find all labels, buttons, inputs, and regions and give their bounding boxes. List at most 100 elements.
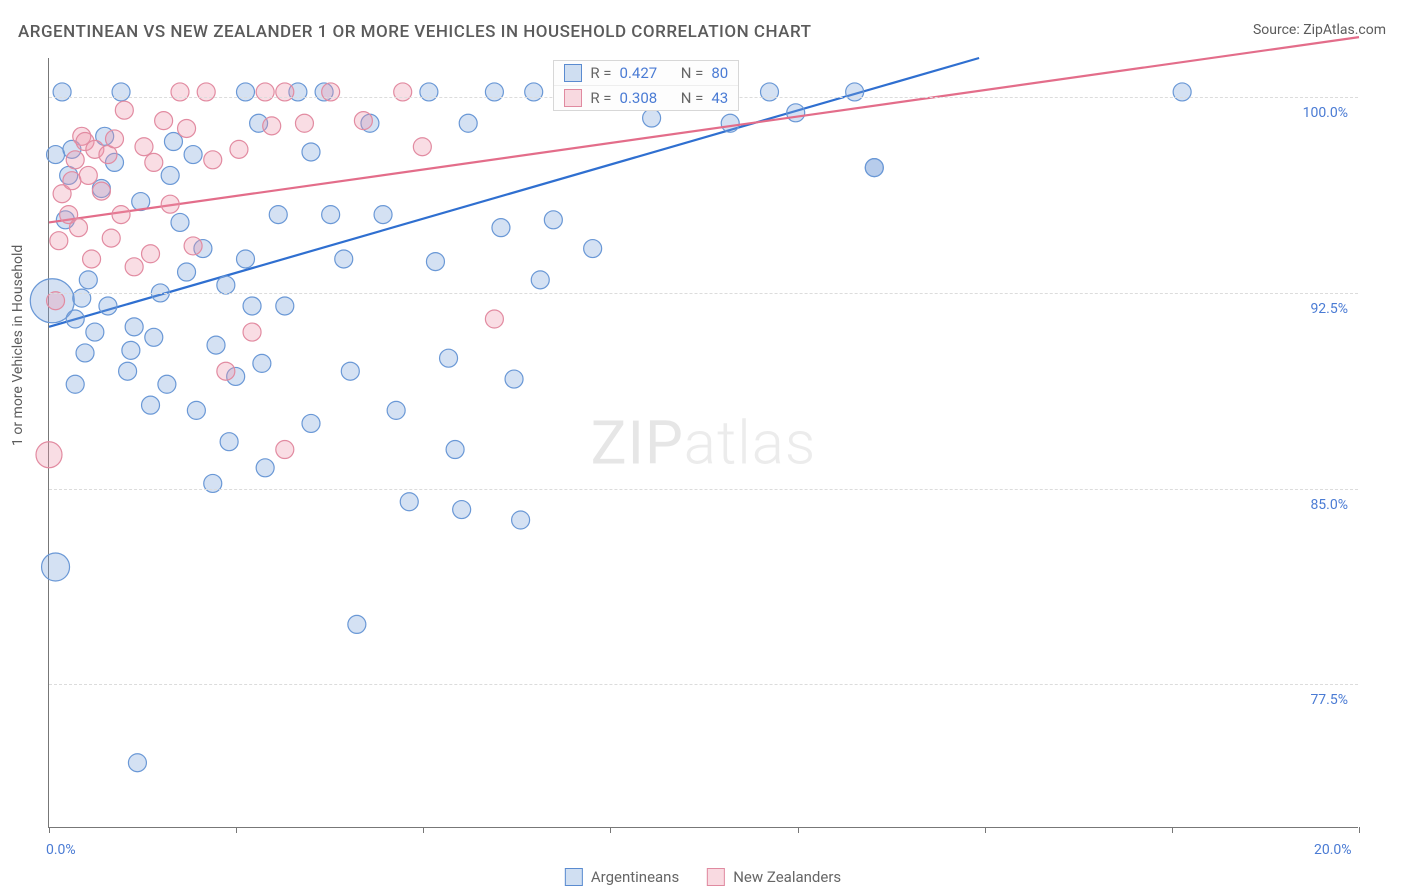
scatter-point: [453, 501, 471, 519]
scatter-point: [335, 250, 353, 268]
scatter-point: [187, 401, 205, 419]
scatter-point: [420, 83, 438, 101]
scatter-point: [1173, 83, 1191, 101]
scatter-point: [92, 182, 110, 200]
scatter-point: [531, 271, 549, 289]
scatter-point: [237, 250, 255, 268]
legend-label: New Zealanders: [733, 868, 841, 886]
scatter-point: [47, 292, 65, 310]
y-axis-label: 1 or more Vehicles in Household: [10, 245, 26, 446]
scatter-point: [128, 754, 146, 772]
scatter-point: [426, 253, 444, 271]
scatter-point: [122, 341, 140, 359]
scatter-point: [374, 206, 392, 224]
chart-svg: [49, 58, 1358, 827]
scatter-point: [79, 166, 97, 184]
scatter-point: [112, 83, 130, 101]
legend-row: R =0.308 N =43: [554, 85, 738, 110]
scatter-point: [178, 263, 196, 281]
scatter-point: [544, 211, 562, 229]
chart-title: ARGENTINEAN VS NEW ZEALANDER 1 OR MORE V…: [18, 22, 811, 42]
legend-swatch: [707, 868, 725, 886]
scatter-point: [161, 166, 179, 184]
scatter-point: [413, 138, 431, 156]
legend-r-value: 0.308: [620, 89, 658, 107]
y-tick-label: 92.5%: [1310, 301, 1348, 317]
gridline: [49, 293, 1358, 294]
x-tick-mark: [985, 827, 986, 833]
trend-line: [49, 58, 979, 327]
scatter-point: [269, 206, 287, 224]
scatter-point: [276, 83, 294, 101]
scatter-point: [263, 117, 281, 135]
scatter-point: [142, 245, 160, 263]
scatter-point: [787, 104, 805, 122]
gridline: [49, 489, 1358, 490]
scatter-point: [387, 401, 405, 419]
y-tick-label: 85.0%: [1310, 497, 1348, 513]
scatter-point: [492, 219, 510, 237]
scatter-point: [459, 114, 477, 132]
legend-row: R =0.427 N =80: [554, 61, 738, 85]
scatter-point: [400, 493, 418, 511]
scatter-point: [171, 213, 189, 231]
scatter-point: [394, 83, 412, 101]
scatter-point: [354, 112, 372, 130]
x-tick-mark: [1359, 827, 1360, 833]
legend-swatch: [565, 868, 583, 886]
legend-label: Argentineans: [591, 868, 679, 886]
scatter-point: [302, 414, 320, 432]
scatter-point: [36, 442, 62, 468]
scatter-point: [66, 151, 84, 169]
x-tick-mark: [1172, 827, 1173, 833]
x-tick-mark: [423, 827, 424, 833]
scatter-point: [69, 219, 87, 237]
scatter-point: [243, 323, 261, 341]
y-tick-label: 100.0%: [1303, 105, 1348, 121]
scatter-point: [584, 240, 602, 258]
scatter-point: [295, 114, 313, 132]
legend-swatch: [564, 64, 582, 82]
correlation-legend: R = 0.427 N = 80 R =0.308 N =43: [553, 60, 739, 111]
scatter-point: [112, 206, 130, 224]
x-tick-mark: [236, 827, 237, 833]
scatter-point: [505, 370, 523, 388]
scatter-point: [73, 289, 91, 307]
scatter-point: [243, 297, 261, 315]
scatter-point: [142, 396, 160, 414]
scatter-point: [76, 344, 94, 362]
scatter-point: [86, 323, 104, 341]
scatter-point: [485, 83, 503, 101]
scatter-point: [322, 206, 340, 224]
legend-r-value: 0.427: [620, 64, 658, 82]
scatter-point: [512, 511, 530, 529]
scatter-point: [204, 151, 222, 169]
scatter-point: [440, 349, 458, 367]
x-tick-label-left: 0.0%: [46, 842, 76, 858]
scatter-point: [145, 328, 163, 346]
scatter-point: [204, 474, 222, 492]
scatter-point: [865, 159, 883, 177]
scatter-point: [220, 433, 238, 451]
legend-n-label: N =: [681, 89, 704, 107]
series-legend: Argentineans New Zealanders: [565, 868, 841, 886]
scatter-point: [217, 362, 235, 380]
scatter-point: [348, 615, 366, 633]
scatter-point: [66, 310, 84, 328]
scatter-point: [42, 553, 70, 581]
scatter-point: [230, 140, 248, 158]
plot-area: ZIPatlas R =0.427 N =80R =0.308 N =43 77…: [48, 58, 1358, 828]
scatter-point: [446, 441, 464, 459]
legend-r-label: R =: [590, 64, 611, 82]
legend-n-value: 80: [711, 64, 728, 82]
gridline: [49, 684, 1358, 685]
source-label: Source: ZipAtlas.com: [1253, 22, 1386, 38]
scatter-point: [178, 119, 196, 137]
scatter-point: [79, 271, 97, 289]
scatter-point: [102, 229, 120, 247]
scatter-point: [276, 297, 294, 315]
scatter-point: [125, 318, 143, 336]
scatter-point: [485, 310, 503, 328]
scatter-point: [253, 354, 271, 372]
scatter-point: [155, 112, 173, 130]
